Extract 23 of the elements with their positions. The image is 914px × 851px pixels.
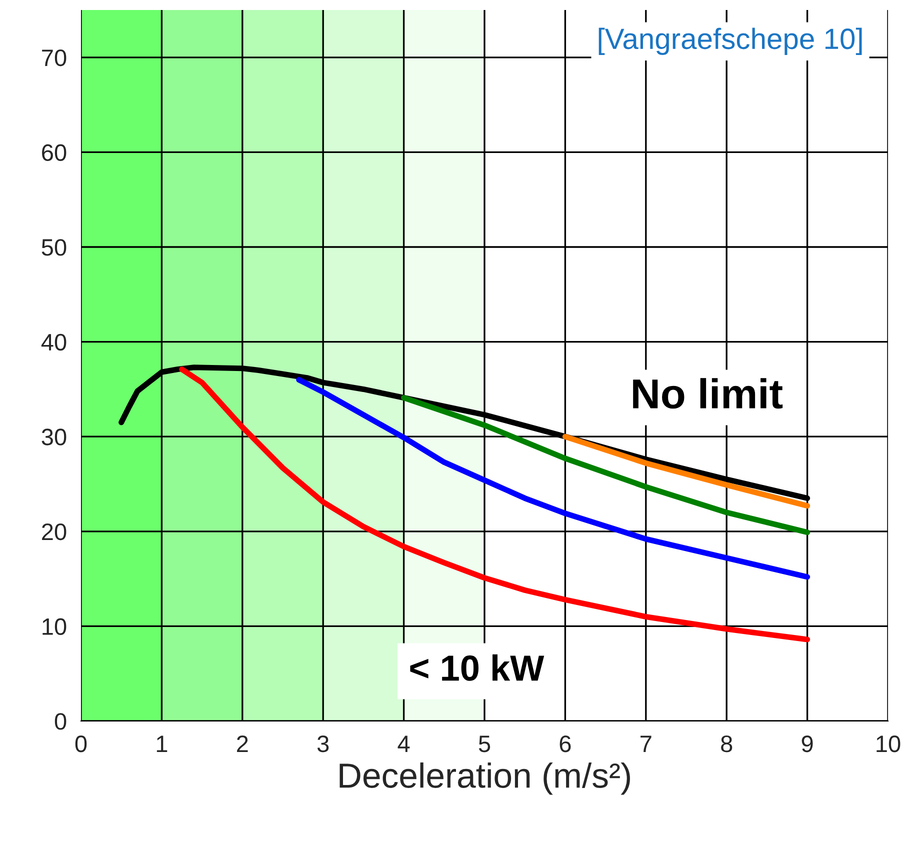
x-tick-label: 3 [317, 736, 329, 752]
x-tick-label: 6 [560, 736, 571, 752]
x-tick-label: 10 [876, 736, 900, 752]
annotation: No limit [633, 378, 783, 409]
x-tick-label: 4 [398, 736, 410, 752]
y-tick-label: 70 [42, 49, 66, 66]
x-tick-label: 2 [237, 736, 248, 752]
y-tick-label: 0 [54, 713, 66, 730]
x-tick-label: 0 [75, 736, 87, 752]
x-tick-label: 8 [721, 736, 732, 752]
y-tick-label: 50 [42, 239, 66, 256]
y-tick-label: 10 [42, 618, 66, 635]
x-axis-title: Deceleration (m/s²) [340, 762, 630, 795]
y-tick-label: 20 [42, 523, 66, 540]
x-tick-label: 7 [640, 736, 652, 752]
y-tick-label: 60 [42, 144, 66, 161]
annotation: [Vangraefschepe 10] [598, 28, 862, 55]
x-tick-label: 9 [802, 736, 813, 752]
x-tick-label: 5 [478, 736, 490, 752]
y-tick-label: 30 [42, 428, 66, 446]
y-tick-label: 40 [41, 334, 66, 351]
annotation: < 10 kW [410, 654, 544, 681]
x-tick-label: 1 [156, 736, 168, 752]
